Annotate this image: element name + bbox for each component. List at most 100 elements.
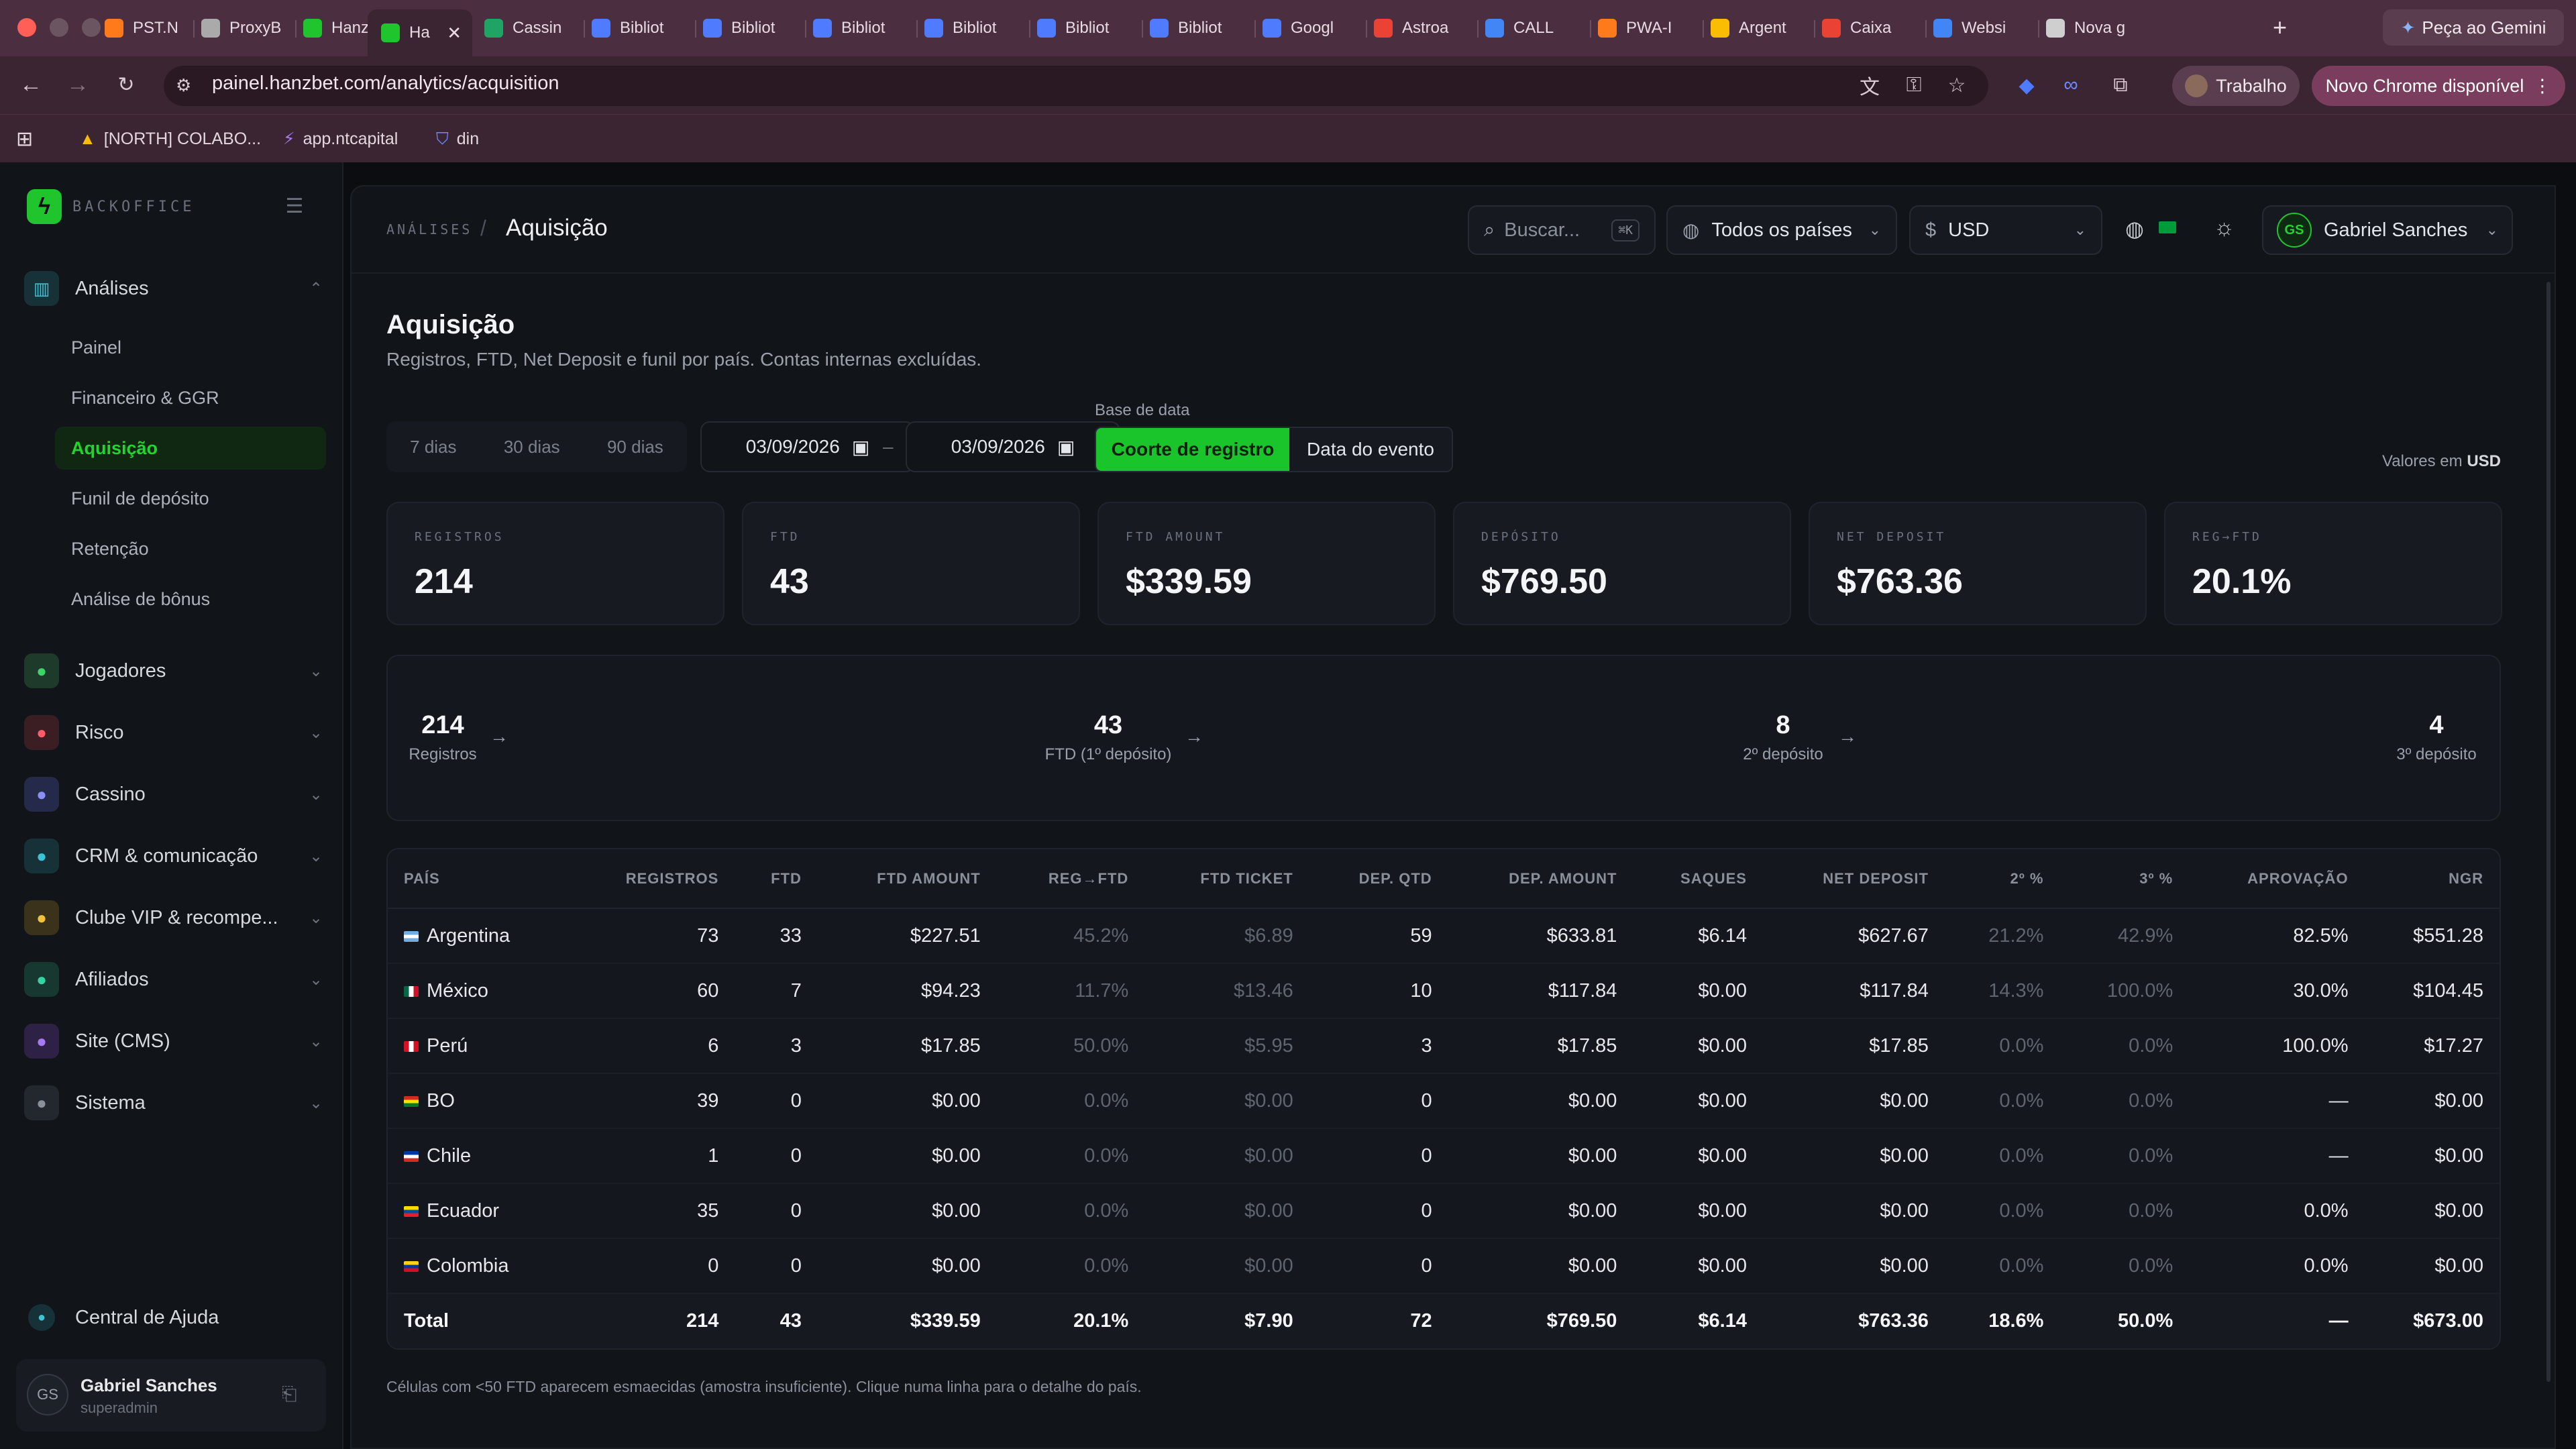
minimize-window-button[interactable] (50, 18, 68, 37)
sidebar-item-5[interactable]: Análise de bônus (71, 588, 211, 609)
date-from-input[interactable]: 03/09/2026 ▣ (700, 421, 915, 472)
column-header[interactable]: DEP. AMOUNT (1448, 849, 1633, 909)
nav-section[interactable]: ● Sistema ⌄ (24, 1081, 326, 1124)
browser-tab[interactable]: Googl (1263, 12, 1362, 44)
table-row[interactable]: BO 39 0 $0.00 0.0% $0.00 0 $0.00 $0.00 $0.00 0.0% 0… (388, 1073, 2500, 1129)
update-chrome-button[interactable]: Novo Chrome disponível ⋮ (2312, 66, 2565, 106)
bookmark-star-icon[interactable]: ☆ (1947, 74, 1966, 97)
nav-section[interactable]: ● Jogadores ⌄ (24, 649, 326, 692)
browser-tab[interactable]: ProxyB (201, 12, 291, 44)
gemini-button[interactable]: ✦ Peça ao Gemini (2383, 9, 2564, 46)
table-row[interactable]: México 60 7 $94.23 11.7% $13.46 10 $117.84 $0.00… (388, 963, 2500, 1019)
help-center-link[interactable]: ● Central de Ajuda (24, 1296, 326, 1339)
table-row[interactable]: Perú 6 3 $17.85 50.0% $5.95 3 $17.85 $0.00 $17.85… (388, 1018, 2500, 1074)
nav-section[interactable]: ● CRM & comunicação ⌄ (24, 835, 326, 877)
column-header[interactable]: FTD AMOUNT (817, 849, 997, 909)
column-header[interactable]: NGR (2364, 849, 2500, 909)
tab-separator (584, 20, 585, 38)
browser-tab[interactable]: Bibliot (703, 12, 801, 44)
nav-section-analises[interactable]: ▥ Análises ⌃ (24, 267, 326, 310)
browser-tab[interactable]: PWA-I (1598, 12, 1699, 44)
column-header[interactable]: FTD (735, 849, 818, 909)
breadcrumb-parent[interactable]: ANÁLISES (386, 221, 473, 237)
browser-tab[interactable]: Argent (1711, 12, 1810, 44)
column-header[interactable]: 3º % (2059, 849, 2190, 909)
range-30d-button[interactable]: 30 dias (503, 436, 560, 457)
search-input[interactable]: ⌕ Buscar... ⌘K (1468, 205, 1656, 255)
sidebar-item-2[interactable]: Aquisição (55, 427, 326, 470)
table-row[interactable]: Colombia 0 0 $0.00 0.0% $0.00 0 $0.00 $0.00 $0.00… (388, 1238, 2500, 1294)
range-90d-button[interactable]: 90 dias (606, 436, 663, 457)
browser-tab[interactable]: CALL (1485, 12, 1586, 44)
site-settings-icon[interactable]: ⚙ (176, 75, 192, 95)
browser-tab[interactable]: Bibliot (1037, 12, 1138, 44)
column-header[interactable]: DEP. QTD (1309, 849, 1448, 909)
event-date-option[interactable]: Data do evento (1289, 428, 1452, 471)
password-key-icon[interactable]: ⚿ (1906, 74, 1922, 96)
column-header[interactable]: FTD TICKET (1144, 849, 1309, 909)
bookmark-north[interactable]: ▲ [NORTH] COLABO... (79, 127, 261, 150)
reload-icon[interactable]: ↻ (117, 73, 135, 96)
browser-tab[interactable]: Bibliot (813, 12, 912, 44)
sidebar-item-4[interactable]: Retenção (71, 538, 149, 559)
apps-grid-icon[interactable]: ⊞ (16, 127, 34, 150)
browser-tab[interactable]: Bibliot (592, 12, 691, 44)
extension-tag-icon[interactable]: ◆ (2019, 74, 2035, 97)
nav-section[interactable]: ● Site (CMS) ⌄ (24, 1020, 326, 1063)
bookmark-ntcapital[interactable]: ⚡ app.ntcapital (283, 127, 398, 150)
bookmark-din[interactable]: ⛉ din (436, 127, 479, 150)
table-row[interactable]: Argentina 73 33 $227.51 45.2% $6.89 59 $633.81 $… (388, 908, 2500, 964)
nav-section[interactable]: ● Cassino ⌄ (24, 773, 326, 816)
nav-section[interactable]: ● Clube VIP & recompe... ⌄ (24, 896, 326, 939)
sidebar-item-3[interactable]: Funil de depósito (71, 488, 209, 508)
profile-chip[interactable]: Trabalho (2172, 66, 2300, 106)
nav-section[interactable]: ● Risco ⌄ (24, 711, 326, 754)
browser-tab[interactable]: Bibliot (1150, 12, 1250, 44)
browser-tab[interactable]: Bibliot (924, 12, 1025, 44)
column-header[interactable]: SAQUES (1633, 849, 1763, 909)
maximize-window-button[interactable] (82, 18, 101, 37)
table-row[interactable]: Ecuador 35 0 $0.00 0.0% $0.00 0 $0.00 $0.00 $0.00… (388, 1183, 2500, 1239)
collapse-sidebar-icon[interactable]: ☰ (285, 195, 304, 217)
forward-button[interactable]: → (66, 71, 89, 97)
currency-select[interactable]: $ USD ⌄ (1909, 205, 2102, 255)
close-tab-icon[interactable]: ✕ (447, 22, 462, 43)
user-menu[interactable]: GS Gabriel Sanches ⌄ (2262, 205, 2513, 255)
column-header[interactable]: REGISTROS (570, 849, 735, 909)
table-cell: 0.0% (2059, 1238, 2190, 1294)
url-text[interactable]: painel.hanzbet.com/analytics/acquisition (212, 72, 559, 94)
nav-section[interactable]: ● Afiliados ⌄ (24, 958, 326, 1001)
sidebar-item-0[interactable]: Painel (71, 337, 122, 358)
browser-tab[interactable]: Nova g (2046, 12, 2249, 44)
theme-toggle-icon[interactable]: ☼ (2214, 215, 2235, 240)
back-button[interactable]: ← (19, 71, 42, 97)
browser-tab[interactable]: Websi (1933, 12, 2034, 44)
column-header[interactable]: REG→FTD (996, 849, 1145, 909)
close-window-button[interactable] (17, 18, 36, 37)
column-header[interactable]: APROVAÇÃO (2189, 849, 2365, 909)
translate-icon[interactable]: 文 (1860, 76, 1880, 99)
browser-tab[interactable]: HanzB (303, 12, 369, 44)
country-select[interactable]: ◍ Todos os países ⌄ (1666, 205, 1897, 255)
range-7d-button[interactable]: 7 dias (410, 436, 457, 457)
table-row[interactable]: Chile 1 0 $0.00 0.0% $0.00 0 $0.00 $0.00 $0.00 0.0… (388, 1128, 2500, 1184)
main-scrollbar[interactable] (2546, 282, 2551, 1382)
browser-tab[interactable]: PST.N (105, 12, 189, 44)
language-globe-icon[interactable]: ◍ (2125, 217, 2144, 241)
extensions-puzzle-icon[interactable]: ⧉ (2113, 74, 2128, 96)
date-to-input[interactable]: 03/09/2026 ▣ (906, 421, 1120, 472)
column-header[interactable]: NET DEPOSIT (1762, 849, 1945, 909)
column-header[interactable]: PAÍS (388, 849, 570, 909)
extension-meta-icon[interactable]: ∞ (2063, 74, 2078, 96)
browser-tab[interactable]: Astroa (1374, 12, 1473, 44)
browser-tab[interactable]: Ha ✕ (368, 9, 472, 56)
sidebar-item-1[interactable]: Financeiro & GGR (71, 387, 219, 408)
brazil-flag-icon[interactable] (2159, 221, 2176, 233)
browser-tab[interactable]: Caixa (1822, 12, 1921, 44)
column-header[interactable]: 2º % (1944, 849, 2060, 909)
cohort-option[interactable]: Coorte de registro (1096, 428, 1289, 471)
logout-icon[interactable]: ⎗ (282, 1383, 297, 1404)
address-bar[interactable] (164, 66, 1988, 106)
new-tab-button[interactable]: + (2273, 13, 2288, 41)
browser-tab[interactable]: Cassin (484, 12, 580, 44)
